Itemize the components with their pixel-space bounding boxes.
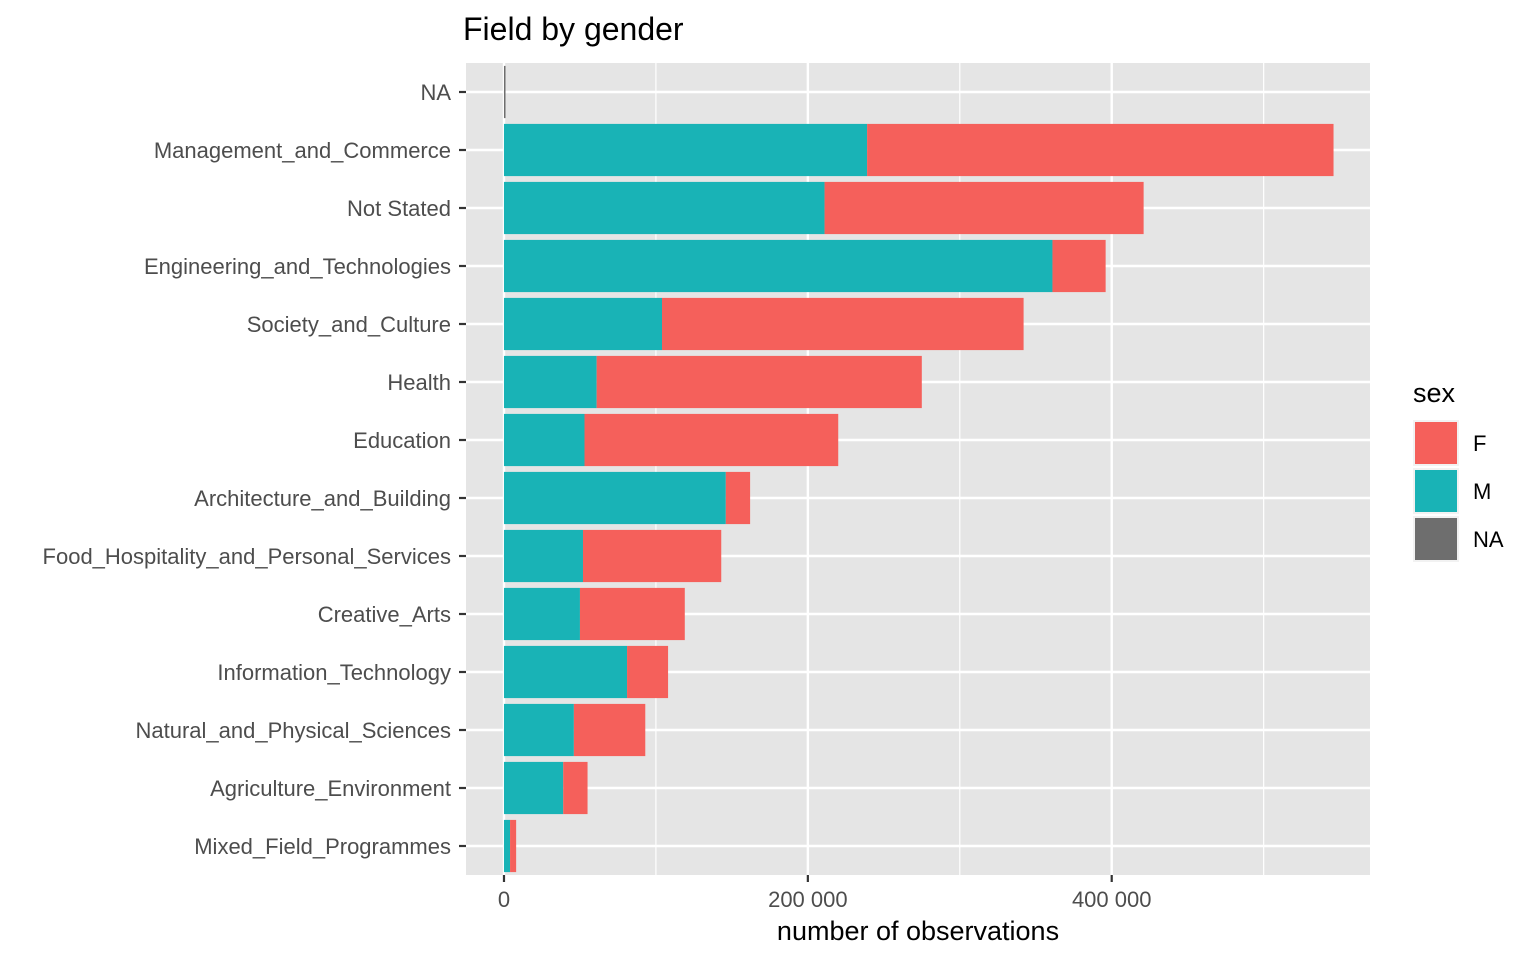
bars	[503, 65, 1334, 873]
y-tick-label: Information_Technology	[217, 660, 451, 685]
bar-segment-f	[582, 529, 722, 583]
bar-segment-m	[503, 239, 1053, 293]
y-tick-label: Agriculture_Environment	[210, 776, 451, 801]
bar-segment-f	[725, 471, 751, 525]
x-axis: 0 200 000 400 000	[498, 875, 1152, 912]
bar-segment-m	[503, 645, 628, 699]
x-axis-title: number of observations	[777, 916, 1059, 946]
legend-label: F	[1473, 431, 1486, 456]
bar-segment-f	[596, 355, 922, 409]
bar-segment-f	[1052, 239, 1106, 293]
bar-segment-m	[503, 123, 868, 177]
y-tick-label: Education	[353, 428, 451, 453]
bar-segment-m	[503, 181, 825, 235]
legend-label: NA	[1473, 527, 1504, 552]
legend-title: sex	[1413, 378, 1456, 408]
legend: sex FM NA	[1413, 378, 1504, 562]
y-tick-label: Architecture_and_Building	[194, 486, 451, 511]
bar-segment-m	[503, 297, 662, 351]
y-tick-label: Engineering_and_Technologies	[144, 254, 451, 279]
bar-segment-m	[503, 761, 564, 815]
bar-segment-m	[503, 413, 585, 467]
legend-key-swatch	[1415, 422, 1457, 464]
y-tick-label: Natural_and_Physical_Sciences	[135, 718, 451, 743]
bar-segment-na	[503, 65, 506, 119]
y-tick-label: NA	[420, 80, 451, 105]
bar-segment-m	[503, 355, 597, 409]
y-axis: NA Management_and_Commerce Not Stated Engin…	[43, 80, 466, 859]
y-tick-label: Not Stated	[347, 196, 451, 221]
legend-key-swatch	[1415, 470, 1457, 512]
y-tick-label: Society_and_Culture	[247, 312, 451, 337]
y-tick-label: Management_and_Commerce	[154, 138, 451, 163]
bar-segment-f	[661, 297, 1024, 351]
bar-segment-f	[573, 703, 646, 757]
x-tick-label: 200 000	[768, 887, 848, 912]
bar-segment-m	[503, 703, 574, 757]
bar-segment-m	[503, 529, 583, 583]
bar-segment-f	[627, 645, 669, 699]
bar-segment-f	[824, 181, 1144, 235]
legend-label: M	[1473, 479, 1491, 504]
chart-title: Field by gender	[463, 11, 684, 47]
y-tick-label: Creative_Arts	[318, 602, 451, 627]
x-tick-label: 400 000	[1072, 887, 1152, 912]
bar-segment-f	[579, 587, 685, 641]
bar-segment-m	[503, 471, 726, 525]
x-tick-label: 0	[498, 887, 510, 912]
y-tick-label: Food_Hospitality_and_Personal_Services	[43, 544, 451, 569]
legend-key-swatch	[1415, 518, 1457, 560]
y-tick-label: Health	[387, 370, 451, 395]
bar-segment-f	[563, 761, 588, 815]
bar-segment-f	[510, 819, 517, 873]
y-tick-label: Mixed_Field_Programmes	[194, 834, 451, 859]
bar-segment-f	[584, 413, 839, 467]
bar-segment-f	[867, 123, 1334, 177]
bar-segment-m	[503, 587, 580, 641]
bar-segment-m	[503, 819, 511, 873]
